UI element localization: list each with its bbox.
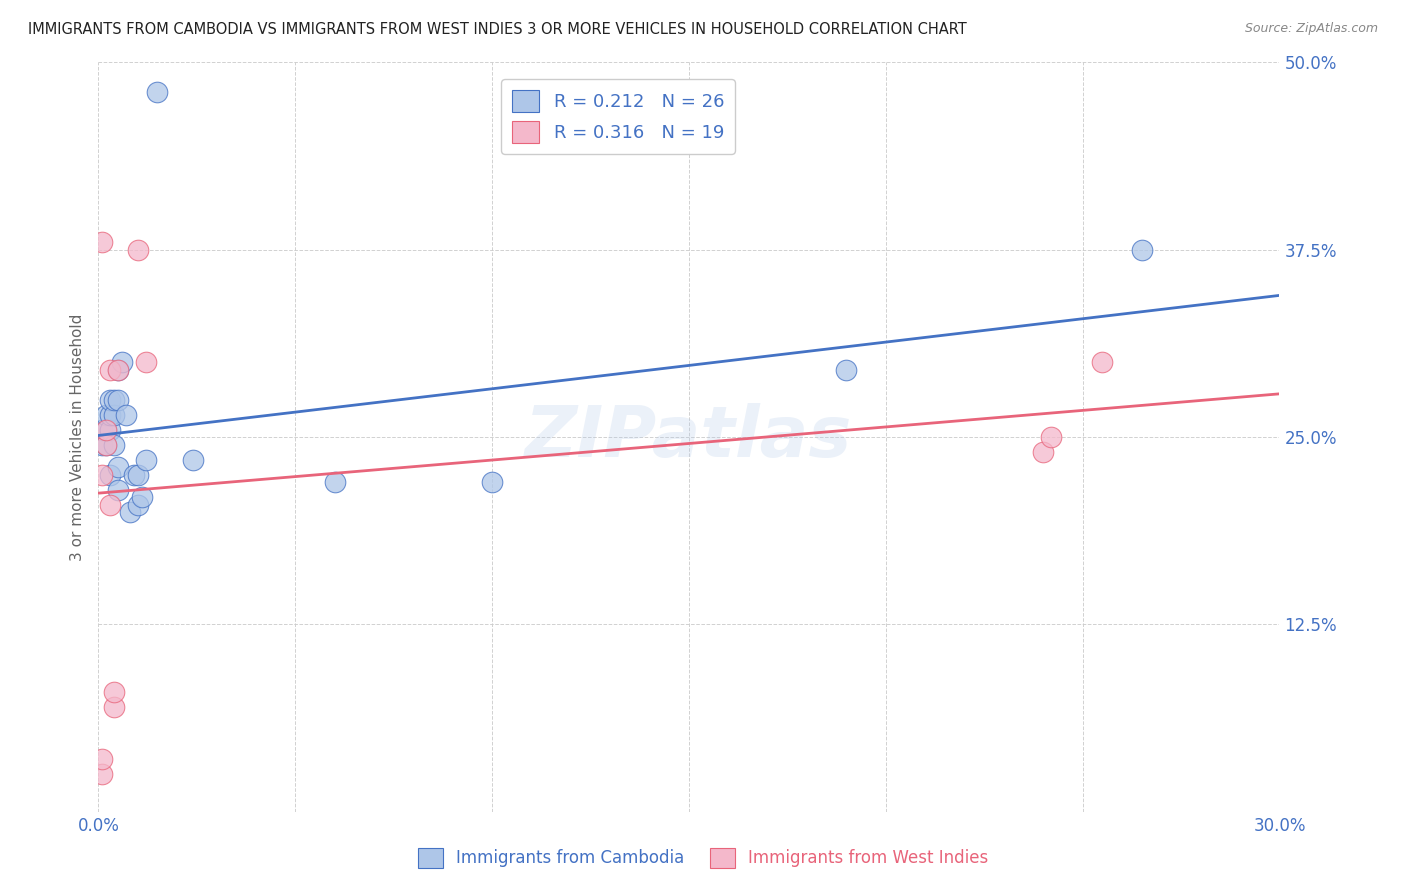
Point xyxy=(135,355,157,369)
Point xyxy=(1091,355,1114,369)
Point xyxy=(91,767,114,781)
Point xyxy=(103,392,125,407)
Point xyxy=(91,752,114,766)
Point xyxy=(1040,430,1063,444)
Point xyxy=(91,467,114,482)
Point xyxy=(1130,243,1153,257)
Text: Source: ZipAtlas.com: Source: ZipAtlas.com xyxy=(1244,22,1378,36)
Point xyxy=(111,355,134,369)
Point xyxy=(96,437,118,451)
Point xyxy=(146,86,169,100)
Point xyxy=(98,467,121,482)
Point xyxy=(481,475,503,489)
Point xyxy=(115,408,138,422)
Text: ZIPatlas: ZIPatlas xyxy=(526,402,852,472)
Point xyxy=(127,467,149,482)
Point xyxy=(103,685,125,699)
Legend: Immigrants from Cambodia, Immigrants from West Indies: Immigrants from Cambodia, Immigrants fro… xyxy=(411,841,995,875)
Point xyxy=(96,408,118,422)
Point xyxy=(107,362,129,376)
Point xyxy=(118,505,141,519)
Point xyxy=(835,362,858,376)
Point xyxy=(96,437,118,451)
Point xyxy=(98,392,121,407)
Point xyxy=(107,362,129,376)
Point xyxy=(181,452,204,467)
Point xyxy=(98,498,121,512)
Point xyxy=(127,243,149,257)
Point xyxy=(131,490,153,504)
Point xyxy=(96,423,118,437)
Point xyxy=(107,460,129,475)
Point xyxy=(96,423,118,437)
Point xyxy=(103,699,125,714)
Point xyxy=(103,408,125,422)
Point xyxy=(323,475,346,489)
Point xyxy=(98,408,121,422)
Point xyxy=(1032,445,1054,459)
Point xyxy=(107,483,129,497)
Legend: R = 0.212   N = 26, R = 0.316   N = 19: R = 0.212 N = 26, R = 0.316 N = 19 xyxy=(501,79,735,153)
Point xyxy=(107,392,129,407)
Point xyxy=(135,452,157,467)
Point xyxy=(122,467,145,482)
Point xyxy=(91,437,114,451)
Y-axis label: 3 or more Vehicles in Household: 3 or more Vehicles in Household xyxy=(69,313,84,561)
Point xyxy=(91,423,114,437)
Point xyxy=(127,498,149,512)
Point xyxy=(103,437,125,451)
Point xyxy=(98,423,121,437)
Point xyxy=(98,362,121,376)
Text: IMMIGRANTS FROM CAMBODIA VS IMMIGRANTS FROM WEST INDIES 3 OR MORE VEHICLES IN HO: IMMIGRANTS FROM CAMBODIA VS IMMIGRANTS F… xyxy=(28,22,967,37)
Point xyxy=(91,235,114,250)
